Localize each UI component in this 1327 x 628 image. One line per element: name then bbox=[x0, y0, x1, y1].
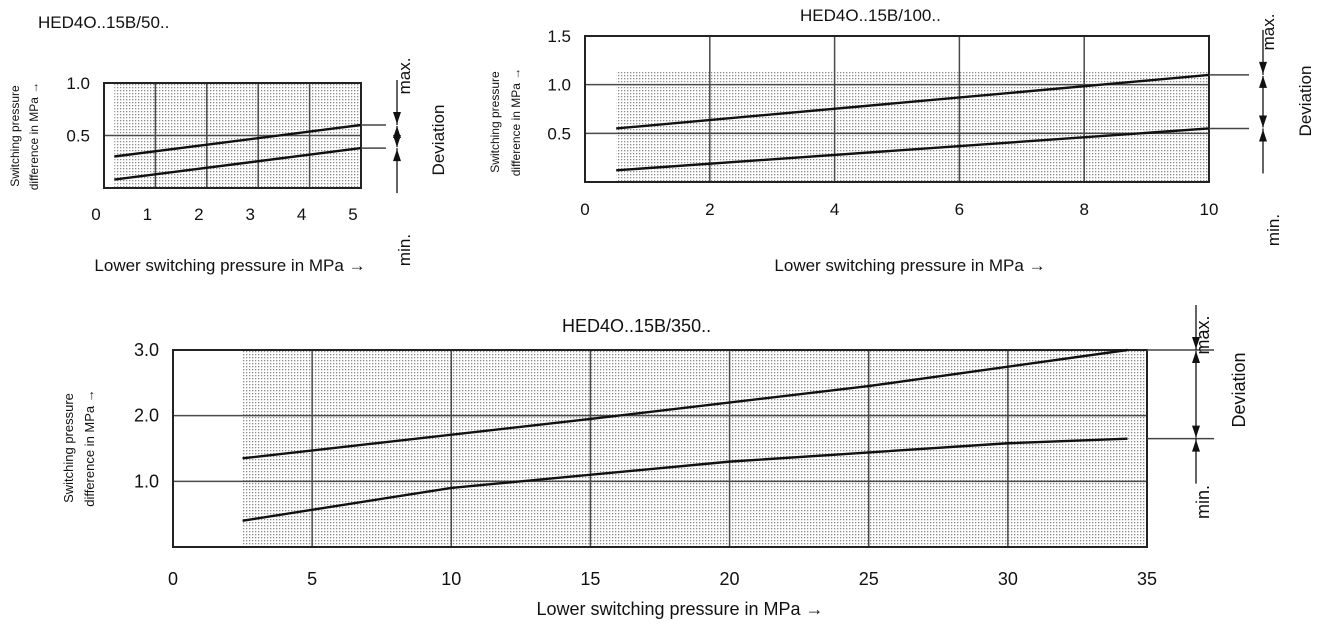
chart-title: HED4O..15B/350.. bbox=[562, 316, 711, 336]
y-axis-label-line2: difference in MPa → bbox=[27, 82, 41, 191]
deviation-min-label: min. bbox=[395, 234, 414, 266]
deviation-label: Deviation bbox=[1296, 66, 1315, 137]
x-tick-label: 35 bbox=[1137, 569, 1157, 589]
x-tick-label: 6 bbox=[955, 200, 964, 219]
x-tick-label: 2 bbox=[705, 200, 714, 219]
chart-2: max. min. Deviation HED4O..15B/100.. 0 2 4 6 8 10… bbox=[488, 6, 1315, 275]
deviation-arrowhead-down bbox=[1192, 337, 1200, 349]
deviation-arrowhead-down-bottom bbox=[393, 135, 401, 148]
x-tick-label: 3 bbox=[245, 205, 254, 224]
deviation-min-label: min. bbox=[1264, 214, 1283, 246]
x-tick-label: 10 bbox=[1200, 200, 1219, 219]
deviation-max-label: max. bbox=[1259, 14, 1278, 51]
series-line-min bbox=[114, 146, 362, 181]
y-axis-label-line1: Switching pressure bbox=[488, 71, 502, 173]
shaded-region bbox=[242, 350, 1148, 547]
x-tick-label: 4 bbox=[830, 200, 839, 219]
x-axis-label: Lower switching pressure in MPa → bbox=[774, 256, 1045, 275]
y-tick-label: 2.0 bbox=[134, 406, 159, 426]
y-tick-label: 0.5 bbox=[66, 127, 90, 146]
y-tick-label: 3.0 bbox=[134, 340, 159, 360]
x-tick-label: 30 bbox=[998, 569, 1018, 589]
y-axis-label-line2: difference in MPa → bbox=[82, 389, 97, 507]
plot-frame bbox=[172, 349, 1148, 548]
plot-frame bbox=[103, 82, 362, 189]
y-axis-label-line2: difference in MPa → bbox=[509, 68, 523, 177]
y-tick-label: 1.0 bbox=[134, 471, 159, 491]
y-axis-label-line1: Switching pressure bbox=[61, 393, 76, 503]
series-line-min bbox=[616, 127, 1210, 172]
deviation-max-label: max. bbox=[1193, 315, 1213, 354]
x-tick-label: 0 bbox=[168, 569, 178, 589]
deviation-arrowhead-up bbox=[393, 149, 401, 162]
deviation-arrowhead-up-top bbox=[1259, 75, 1267, 88]
deviation-arrowhead-up bbox=[1259, 129, 1267, 142]
series-line-max bbox=[114, 123, 362, 158]
x-tick-label: 1 bbox=[143, 205, 152, 224]
x-tick-label: 2 bbox=[194, 205, 203, 224]
deviation-arrowhead-down bbox=[1259, 61, 1267, 74]
chart-title: HED4O..15B/50.. bbox=[38, 13, 169, 32]
x-tick-label: 10 bbox=[441, 569, 461, 589]
y-tick-label: 1.0 bbox=[547, 76, 571, 95]
deviation-label: Deviation bbox=[1229, 352, 1249, 427]
y-axis-label-line1: Switching pressure bbox=[8, 85, 22, 187]
x-tick-label: 0 bbox=[91, 205, 100, 224]
deviation-min-label: min. bbox=[1193, 485, 1213, 519]
deviation-label: Deviation bbox=[429, 105, 448, 176]
x-tick-label: 0 bbox=[580, 200, 589, 219]
x-tick-label: 8 bbox=[1079, 200, 1088, 219]
chart-3: max. min. Deviation HED4O..15B/350.. 0 5 10 15 2… bbox=[61, 305, 1249, 619]
plot-frame bbox=[584, 35, 1210, 183]
x-tick-label: 5 bbox=[307, 569, 317, 589]
deviation-arrowhead-down-bottom bbox=[1259, 115, 1267, 128]
deviation-arrowhead-up bbox=[1192, 439, 1200, 452]
deviation-arrowhead-down-bottom bbox=[1192, 425, 1200, 438]
x-tick-label: 20 bbox=[720, 569, 740, 589]
deviation-arrowhead-down bbox=[393, 112, 401, 124]
x-tick-label: 4 bbox=[297, 205, 306, 224]
series-line-min bbox=[242, 437, 1128, 522]
deviation-arrowhead-up-top bbox=[1192, 351, 1200, 363]
x-axis-label: Lower switching pressure in MPa → bbox=[94, 256, 365, 275]
deviation-max-label: max. bbox=[395, 58, 414, 95]
shaded-region bbox=[616, 72, 1209, 182]
x-tick-label: 5 bbox=[348, 205, 357, 224]
chart-title: HED4O..15B/100.. bbox=[800, 6, 941, 25]
x-axis-label: Lower switching pressure in MPa → bbox=[536, 599, 823, 619]
x-tick-label: 25 bbox=[859, 569, 879, 589]
x-tick-label: 15 bbox=[580, 569, 600, 589]
deviation-arrowhead-up-top bbox=[393, 126, 401, 138]
y-tick-label: 0.5 bbox=[547, 124, 571, 143]
y-tick-label: 1.0 bbox=[66, 74, 90, 93]
series-line-max bbox=[242, 348, 1128, 460]
chart-1: max. min. Deviation HED4O..15B/50.. 0 1 2 3 4 5 1.… bbox=[8, 13, 448, 275]
series-line-max bbox=[616, 73, 1210, 130]
y-tick-label: 1.5 bbox=[547, 27, 571, 46]
